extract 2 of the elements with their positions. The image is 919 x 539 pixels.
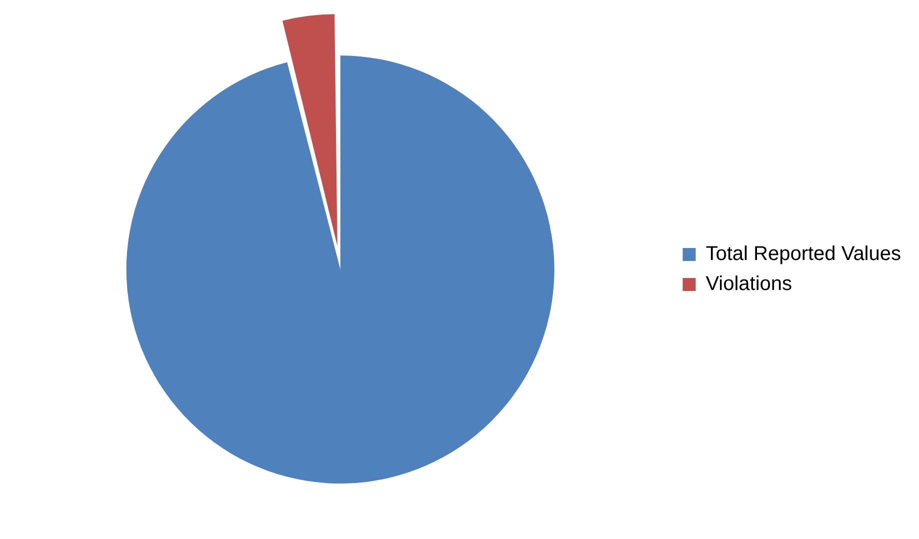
legend-label: Total Reported Values — [706, 243, 902, 266]
legend-label: Violations — [706, 273, 792, 296]
